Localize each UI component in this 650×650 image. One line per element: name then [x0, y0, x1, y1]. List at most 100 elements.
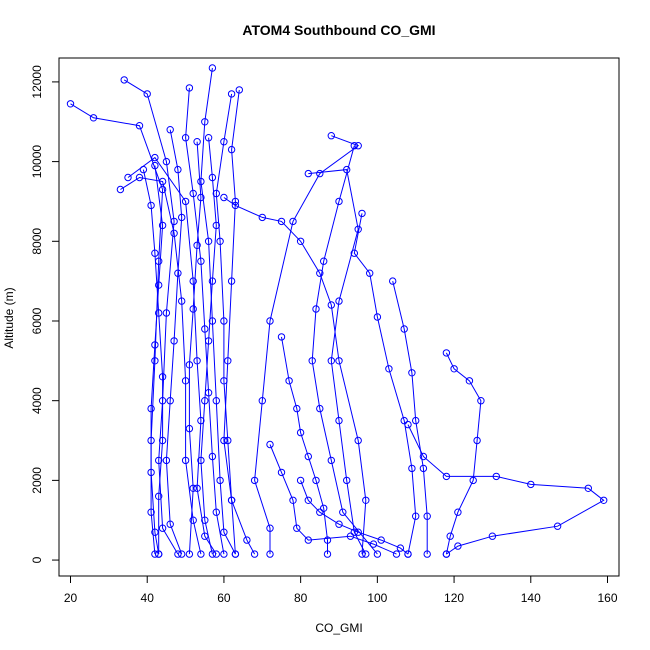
x-axis: 20 40 60 80 100 120 140 160 [64, 575, 618, 605]
data-point [155, 281, 163, 289]
data-point [385, 365, 393, 373]
data-point [231, 197, 240, 206]
data-point [212, 508, 221, 516]
data-point [396, 544, 405, 552]
data-point [335, 520, 343, 528]
data-point [339, 508, 347, 516]
series-line [254, 135, 360, 555]
data-point [266, 550, 274, 558]
data-point [442, 550, 451, 558]
data-point [227, 145, 236, 154]
data-point [289, 496, 297, 504]
y-axis: 0 2000 4000 6000 8000 10000 12000 [30, 65, 60, 563]
data-point [373, 550, 382, 558]
data-point [151, 357, 159, 365]
data-point [139, 165, 148, 174]
series-line [269, 444, 397, 555]
data-point [151, 249, 159, 257]
data-point [220, 550, 228, 558]
data-point [335, 416, 343, 425]
data-point [250, 550, 259, 558]
data-point [296, 237, 305, 246]
data-point [158, 185, 167, 194]
series-track [389, 277, 431, 558]
data-point [197, 416, 205, 425]
data-point [162, 456, 171, 465]
data-point [158, 221, 167, 230]
series-line [311, 145, 378, 555]
data-point [181, 456, 190, 465]
data-point [204, 337, 213, 345]
y-tick-label: 2000 [30, 467, 44, 494]
data-point [162, 157, 171, 166]
data-point [316, 508, 324, 516]
data-point [358, 209, 366, 218]
series-track [120, 76, 182, 558]
series-line [200, 67, 236, 555]
data-point [227, 277, 236, 285]
data-point [185, 361, 194, 369]
data-point [335, 197, 343, 206]
data-point [423, 512, 431, 520]
series-track [181, 84, 228, 558]
data-point [350, 249, 358, 257]
data-point [323, 536, 332, 544]
data-point [212, 189, 221, 198]
data-point [151, 153, 159, 162]
data-point [66, 100, 75, 108]
y-tick-label: 12000 [30, 65, 44, 99]
data-point [354, 436, 362, 445]
data-point [197, 456, 205, 465]
series-track [250, 132, 362, 558]
data-point [358, 550, 366, 558]
data-point [362, 550, 370, 558]
series-line [70, 103, 164, 555]
x-tick-label: 120 [444, 591, 464, 605]
data-point [312, 305, 320, 313]
data-point [492, 472, 500, 481]
data-point [208, 452, 217, 461]
data-point [227, 90, 236, 98]
data-point [158, 373, 167, 381]
data-point [216, 237, 224, 246]
series-track [220, 193, 370, 558]
data-point [442, 349, 451, 357]
data-point [304, 536, 312, 544]
data-point [193, 138, 201, 146]
data-point [419, 452, 428, 461]
data-point [220, 317, 228, 325]
data-point [400, 325, 408, 333]
data-point [216, 476, 224, 485]
data-point [155, 309, 163, 317]
data-point [266, 317, 274, 325]
data-point [423, 550, 431, 558]
data-point [201, 516, 209, 524]
series-line [308, 169, 367, 555]
data-point [166, 520, 174, 528]
data-point [320, 504, 328, 512]
data-point [408, 369, 416, 377]
data-point [454, 508, 462, 516]
data-point [220, 436, 228, 445]
data-point [208, 550, 217, 558]
data-point [369, 540, 378, 548]
series-track [277, 333, 332, 558]
data-point [408, 464, 416, 473]
data-point [335, 297, 343, 305]
data-point [354, 142, 362, 150]
data-point [323, 550, 332, 558]
data-point [266, 440, 274, 449]
data-point [212, 397, 221, 405]
data-point [212, 550, 221, 558]
data-point [312, 476, 320, 485]
series-track [116, 173, 205, 558]
data-point [197, 257, 205, 265]
data-point [465, 377, 474, 385]
data-point [178, 550, 186, 558]
data-point [212, 221, 221, 230]
data-point [224, 357, 232, 365]
data-point [231, 201, 240, 210]
data-point [89, 114, 98, 122]
data-point [220, 138, 228, 146]
